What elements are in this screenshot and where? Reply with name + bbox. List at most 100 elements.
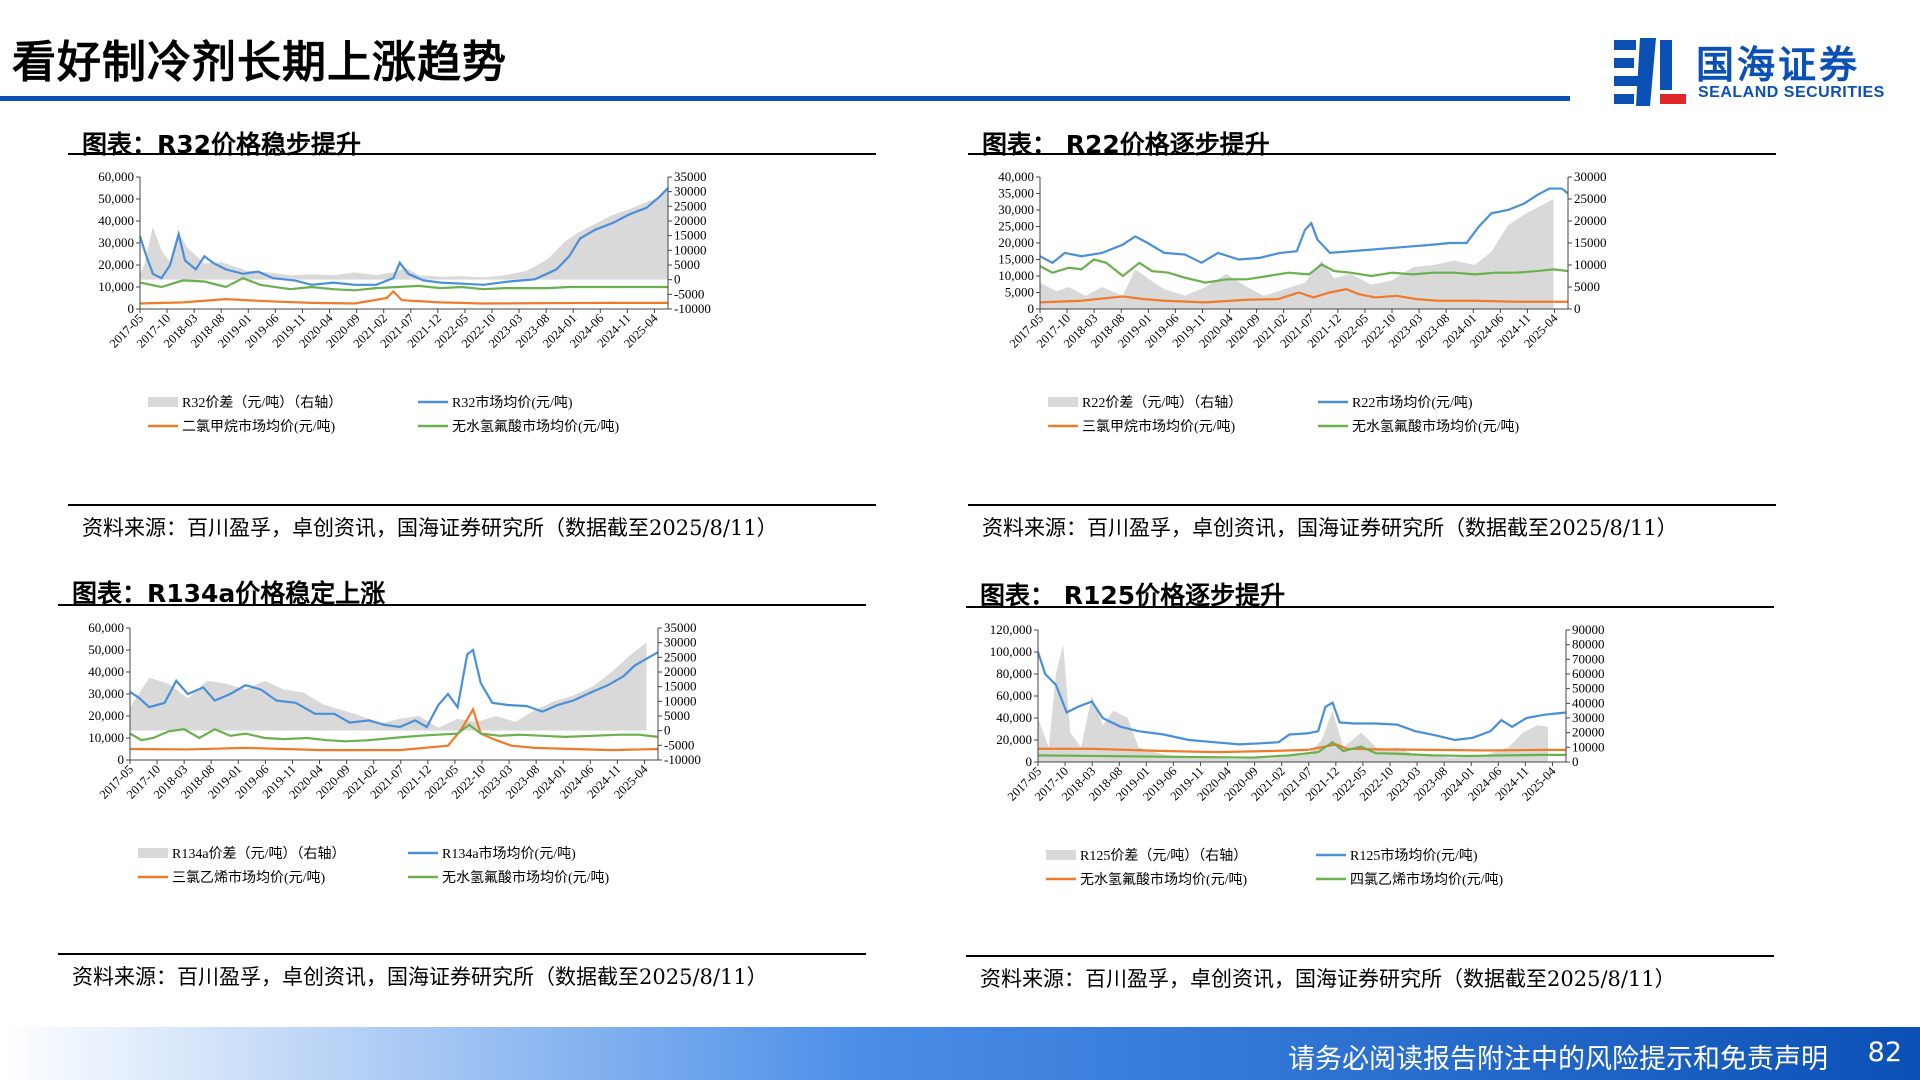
- y-tick-label-left: 35,000: [998, 186, 1034, 201]
- series-area-0: [1038, 644, 1549, 762]
- legend-swatch: [138, 848, 168, 858]
- logo-mark-icon: [1614, 38, 1686, 106]
- y-tick-label-right: 0: [1572, 754, 1579, 769]
- legend-item: R32价差（元/吨）（右轴）: [148, 395, 342, 411]
- legend-label: 无水氢氟酸市场均价(元/吨): [442, 869, 610, 886]
- y-tick-label-right: 30000: [1574, 169, 1607, 184]
- series-line-3: [1039, 258, 1569, 284]
- y-tick-label-right: 5000: [664, 708, 690, 723]
- y-tick-label-right: 60000: [1572, 666, 1605, 681]
- series-area-0: [140, 188, 668, 280]
- y-tick-label-right: 90000: [1572, 622, 1605, 637]
- y-tick-label-right: 20000: [1572, 725, 1605, 740]
- series-line-3: [139, 276, 668, 292]
- series-line-2: [129, 706, 659, 752]
- legend-item: R125价差（元/吨）（右轴）: [1046, 848, 1247, 864]
- legend-label: R125市场均价(元/吨): [1350, 847, 1478, 864]
- legend-label: 三氯甲烷市场均价(元/吨): [1082, 418, 1236, 435]
- series-line-2: [1039, 288, 1568, 304]
- chart-title: 图表： R125价格逐步提升: [980, 581, 1286, 610]
- y-tick-label-left: 20,000: [996, 732, 1032, 747]
- page-number: 82: [1867, 1037, 1902, 1068]
- y-tick-label-left: 30,000: [98, 235, 134, 250]
- y-tick-label-right: 15000: [1574, 235, 1607, 250]
- y-tick-label-left: 10,000: [998, 268, 1034, 283]
- y-tick-label-left: 30,000: [998, 202, 1034, 217]
- series-line-2: [139, 289, 668, 305]
- y-tick-label-left: 15,000: [998, 252, 1034, 267]
- y-tick-label-left: 10,000: [98, 279, 134, 294]
- chart-title: 图表：R134a价格稳定上涨: [72, 579, 386, 608]
- y-tick-label-right: 15000: [664, 679, 697, 694]
- y-tick-label-right: 10000: [1574, 257, 1607, 272]
- legend-label: R22市场均价(元/吨): [1352, 394, 1473, 411]
- y-tick-label-left: 80,000: [996, 666, 1032, 681]
- chart-panel-r32: 图表：R32价格稳步提升 0 10,000 20,000 30,000 40,000 50…: [68, 125, 876, 545]
- chart-r134a: 0 10,000 20,000 30,000 40,000 50,000 60,000 -10…: [88, 620, 701, 886]
- legend-label: R32市场均价(元/吨): [452, 394, 573, 411]
- series-line-1: [129, 648, 659, 729]
- y-tick-label-right: -5000: [664, 737, 694, 752]
- legend-label: R134a市场均价(元/吨): [442, 845, 576, 862]
- chart-bottom-rule: [968, 504, 1776, 506]
- y-tick-label-left: 40,000: [998, 169, 1034, 184]
- legend-item: R22价差（元/吨）（右轴）: [1048, 395, 1242, 411]
- legend-item: R32市场均价(元/吨): [418, 394, 573, 411]
- y-tick-label-right: 5000: [1574, 279, 1600, 294]
- legend-item: 三氯乙烯市场均价(元/吨): [138, 869, 326, 886]
- y-tick-label-right: 30000: [664, 635, 697, 650]
- y-tick-label-right: 0: [1574, 301, 1581, 316]
- y-tick-label-left: 0: [1026, 754, 1033, 769]
- y-tick-label-right: 0: [664, 723, 671, 738]
- chart-bottom-rule: [966, 955, 1774, 957]
- y-tick-label-right: 40000: [1572, 695, 1605, 710]
- legend-item: R134a价差（元/吨）（右轴）: [138, 846, 345, 862]
- y-tick-label-left: 100,000: [990, 644, 1032, 659]
- y-tick-label-right: 70000: [1572, 651, 1605, 666]
- y-tick-label-right: 35000: [674, 169, 707, 184]
- y-tick-label-left: 60,000: [996, 688, 1032, 703]
- y-tick-label-right: 30000: [1572, 710, 1605, 725]
- y-tick-label-left: 0: [118, 752, 125, 767]
- chart-title-rule: [68, 153, 876, 155]
- legend-item: 无水氢氟酸市场均价(元/吨): [418, 418, 620, 435]
- legend-item: 三氯甲烷市场均价(元/吨): [1048, 418, 1236, 435]
- y-tick-label-left: 40,000: [88, 664, 124, 679]
- page-title: 看好制冷剂长期上涨趋势: [12, 37, 507, 88]
- chart-title: 图表：R32价格稳步提升: [82, 130, 362, 159]
- chart-source: 资料来源：百川盈孚，卓创资讯，国海证券研究所（数据截至2025/8/11）: [982, 516, 1678, 540]
- legend-label: R125价差（元/吨）（右轴）: [1080, 848, 1247, 864]
- legend-swatch: [1046, 850, 1076, 860]
- logo: 国海证券 SEALAND SECURITIES: [1610, 32, 1900, 112]
- title-rule: [0, 96, 1570, 101]
- legend-label: R134a价差（元/吨）（右轴）: [172, 846, 345, 862]
- series-line-3: [1037, 740, 1566, 759]
- legend-swatch: [148, 397, 178, 407]
- logo-name-en: SEALAND SECURITIES: [1698, 84, 1885, 101]
- legend-label: 无水氢氟酸市场均价(元/吨): [452, 418, 620, 435]
- series-line-1: [1039, 187, 1569, 265]
- legend-swatch: [1048, 397, 1078, 407]
- legend-label: 无水氢氟酸市场均价(元/吨): [1352, 418, 1520, 435]
- y-tick-label-left: 20,000: [998, 235, 1034, 250]
- chart-panel-r125: 图表： R125价格逐步提升 0 20,000 40,000 60,000 80,000…: [966, 576, 1774, 996]
- chart-bottom-rule: [58, 953, 866, 955]
- y-tick-label-left: 0: [128, 301, 135, 316]
- chart-r22: 05,00010,00015,00020,00025,00030,00035,0…: [998, 169, 1607, 435]
- y-tick-label-left: 120,000: [990, 622, 1032, 637]
- y-tick-label-left: 40,000: [98, 213, 134, 228]
- legend-item: R22市场均价(元/吨): [1318, 394, 1473, 411]
- y-tick-label-right: 20000: [664, 664, 697, 679]
- y-tick-label-left: 25,000: [998, 219, 1034, 234]
- y-tick-label-left: 20,000: [98, 257, 134, 272]
- chart-source: 资料来源：百川盈孚，卓创资讯，国海证券研究所（数据截至2025/8/11）: [82, 516, 778, 540]
- y-tick-label-right: 25000: [664, 649, 697, 664]
- y-tick-label-left: 0: [1028, 301, 1035, 316]
- y-tick-label-left: 50,000: [98, 191, 134, 206]
- chart-source: 资料来源：百川盈孚，卓创资讯，国海证券研究所（数据截至2025/8/11）: [72, 965, 768, 989]
- y-tick-label-right: 30000: [674, 184, 707, 199]
- legend-label: 四氯乙烯市场均价(元/吨): [1350, 871, 1504, 888]
- y-tick-label-left: 30,000: [88, 686, 124, 701]
- y-tick-label-right: 25000: [1574, 191, 1607, 206]
- legend-item: 二氯甲烷市场均价(元/吨): [148, 418, 336, 435]
